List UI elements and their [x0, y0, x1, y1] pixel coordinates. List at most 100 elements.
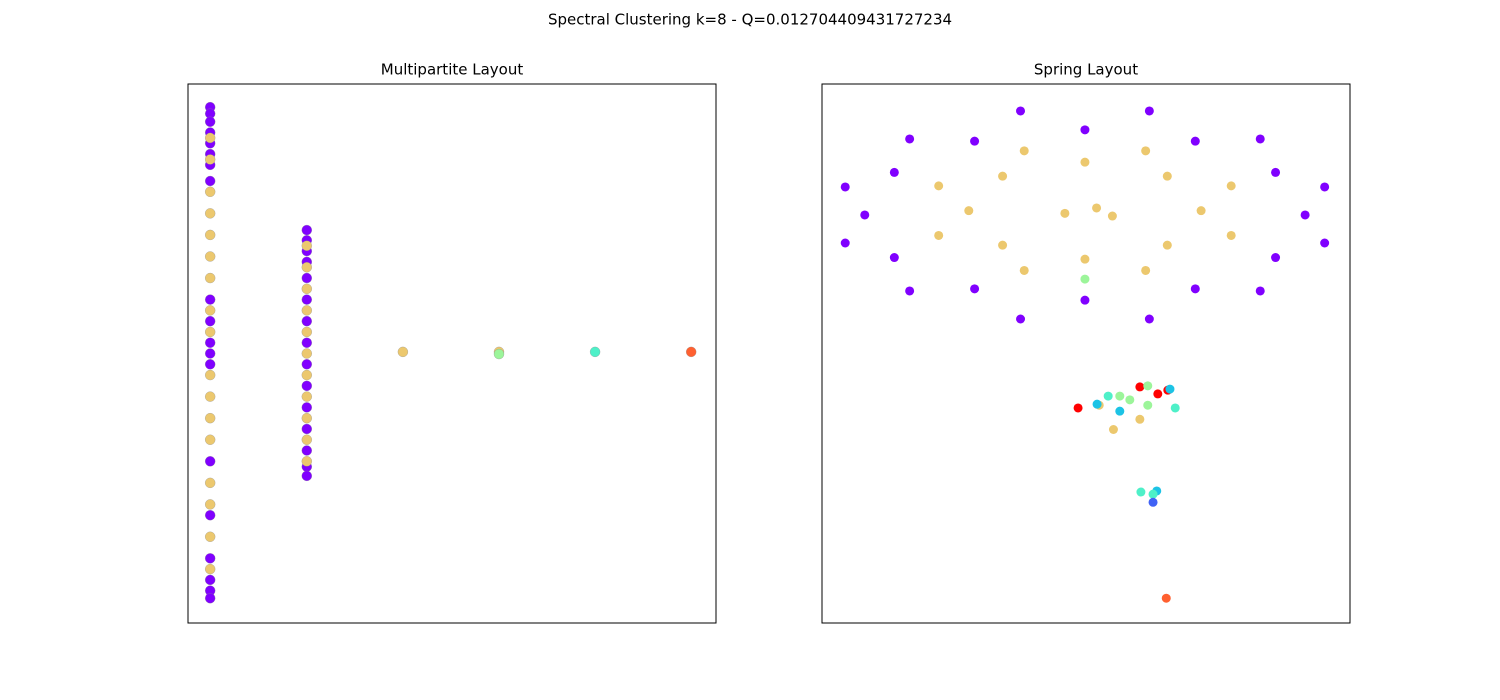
node — [1162, 171, 1172, 181]
node — [397, 346, 409, 358]
node — [301, 240, 312, 251]
node — [1143, 381, 1153, 391]
node — [301, 305, 312, 316]
node — [301, 326, 312, 338]
node — [1125, 395, 1135, 405]
node — [205, 316, 216, 327]
node — [1190, 284, 1200, 294]
node — [1141, 146, 1151, 156]
node — [1016, 106, 1026, 116]
node — [1144, 106, 1154, 116]
node — [205, 326, 216, 338]
node — [905, 286, 915, 296]
node — [205, 186, 216, 197]
node — [1153, 389, 1163, 399]
node — [1016, 314, 1026, 324]
node — [1080, 274, 1090, 284]
node — [1320, 238, 1330, 248]
node — [301, 423, 312, 435]
node — [1170, 403, 1180, 413]
node — [205, 369, 216, 381]
node — [1080, 295, 1090, 305]
node — [1226, 230, 1236, 240]
node — [301, 294, 312, 305]
node — [840, 182, 850, 192]
node — [1135, 414, 1145, 424]
node — [860, 210, 870, 220]
node — [1060, 208, 1070, 218]
figure-title: Spectral Clustering k=8 - Q=0.0127044094… — [548, 11, 952, 29]
node — [1019, 265, 1029, 275]
node — [205, 574, 216, 586]
node — [1148, 497, 1158, 507]
node — [205, 132, 216, 144]
node — [1271, 253, 1281, 263]
axes-title: Multipartite Layout — [381, 61, 524, 79]
node — [205, 208, 216, 219]
node — [301, 456, 312, 467]
node — [301, 380, 312, 391]
node — [205, 337, 216, 348]
node — [301, 369, 312, 381]
node — [205, 294, 216, 305]
node — [934, 230, 944, 240]
node — [205, 272, 216, 284]
node — [301, 434, 312, 445]
node — [1190, 136, 1200, 146]
node — [205, 553, 216, 564]
node — [1080, 254, 1090, 264]
node — [889, 253, 899, 263]
node — [1136, 487, 1146, 497]
node — [998, 171, 1008, 181]
node — [970, 136, 980, 146]
node — [1196, 206, 1206, 216]
node — [301, 348, 312, 359]
node — [1092, 203, 1102, 213]
node — [301, 224, 312, 236]
node — [1255, 286, 1265, 296]
node — [1162, 240, 1172, 250]
node — [301, 391, 312, 402]
node — [1165, 384, 1175, 394]
node — [1080, 125, 1090, 135]
node — [301, 262, 312, 273]
node — [1092, 399, 1102, 409]
node — [1108, 424, 1118, 434]
node — [205, 563, 216, 575]
node — [301, 337, 312, 348]
node — [1148, 489, 1158, 499]
node — [998, 240, 1008, 250]
node — [970, 284, 980, 294]
node — [1141, 265, 1151, 275]
node — [1271, 167, 1281, 177]
node — [1019, 146, 1029, 156]
node — [1080, 157, 1090, 167]
node — [1107, 211, 1117, 221]
node — [1115, 406, 1125, 416]
node — [301, 445, 312, 456]
node — [205, 305, 216, 316]
node — [301, 359, 312, 370]
node — [1103, 391, 1113, 401]
node — [205, 499, 216, 510]
node — [934, 181, 944, 191]
node — [1135, 382, 1145, 392]
node — [205, 391, 216, 402]
node — [1143, 400, 1153, 410]
axes-title: Spring Layout — [1034, 61, 1138, 79]
node — [205, 251, 216, 262]
node — [205, 531, 216, 542]
node — [205, 434, 216, 445]
node — [205, 593, 216, 604]
node — [205, 477, 216, 489]
node — [1161, 593, 1171, 603]
node — [905, 134, 915, 144]
node — [889, 167, 899, 177]
node — [205, 229, 216, 241]
node — [1300, 210, 1310, 220]
node — [1226, 181, 1236, 191]
node — [964, 206, 974, 216]
node — [301, 402, 312, 413]
